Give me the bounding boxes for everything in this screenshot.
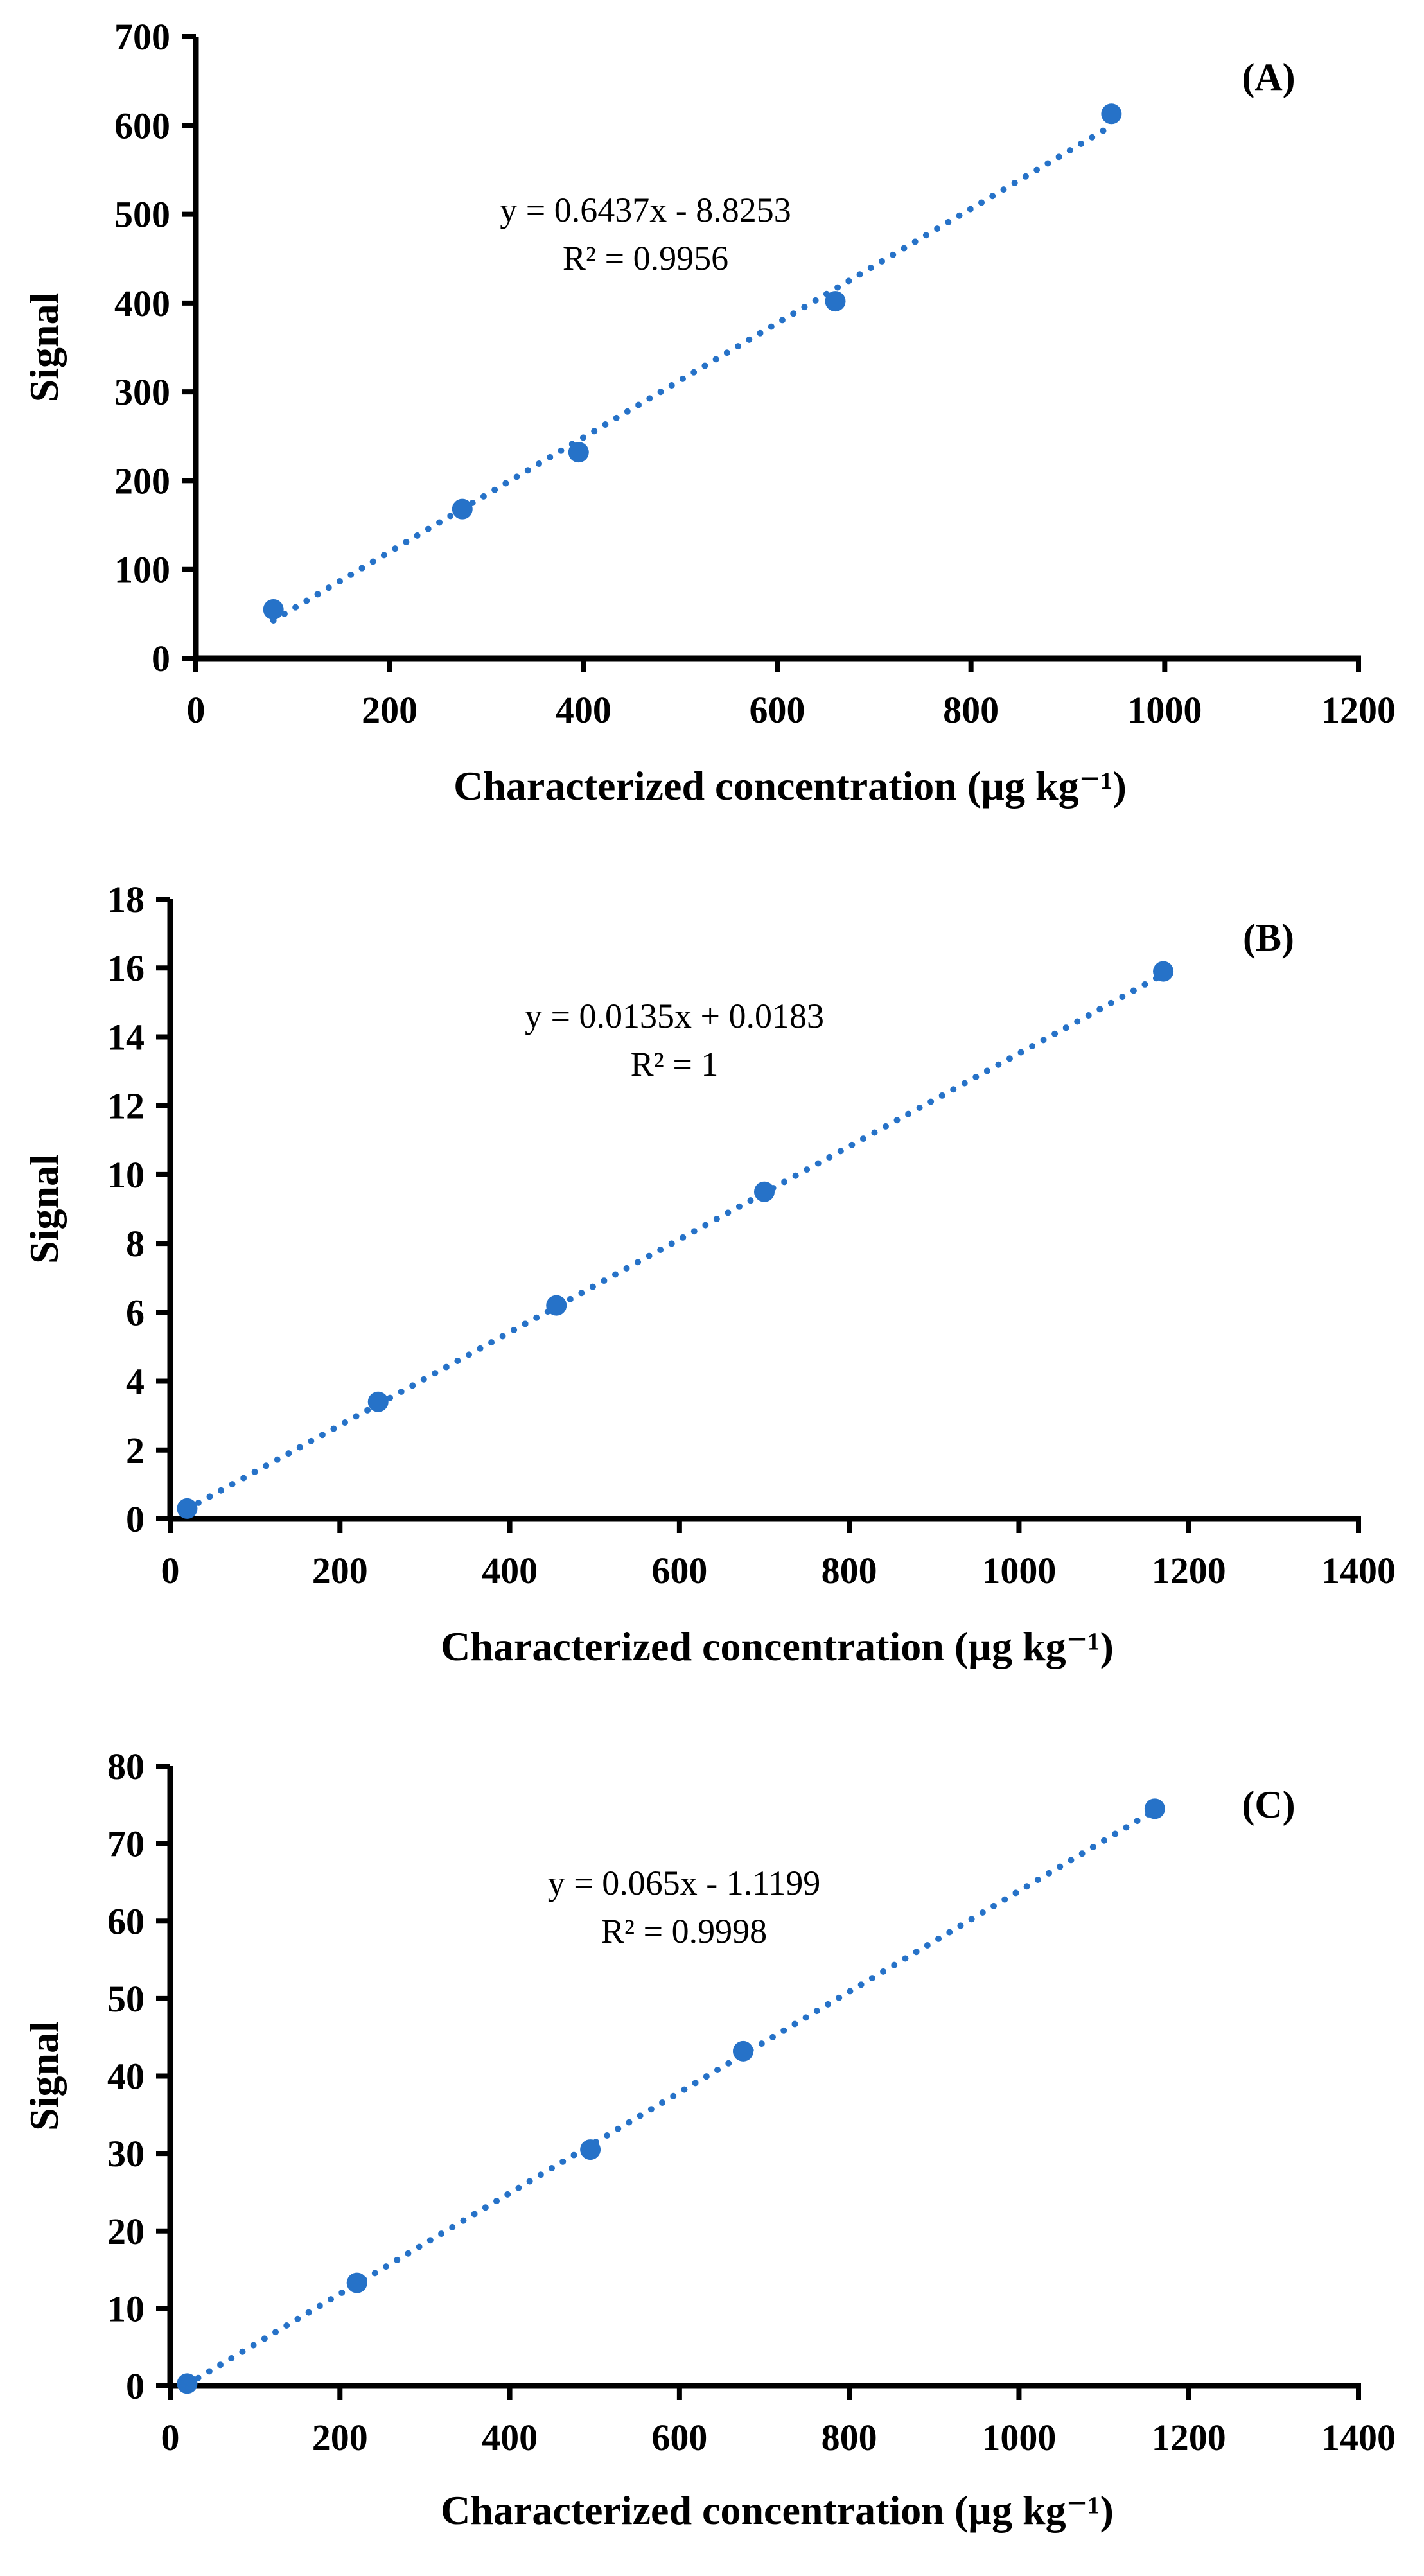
data-point — [754, 1181, 775, 1202]
x-axis-title: Characterized concentration (µg kg⁻¹) — [441, 2487, 1114, 2533]
x-tick-label: 1400 — [1321, 1550, 1396, 1591]
y-tick-label: 200 — [114, 460, 170, 502]
data-point — [263, 599, 284, 620]
y-tick-label: 30 — [107, 2133, 145, 2175]
y-tick-label: 400 — [114, 283, 170, 324]
x-tick-label: 200 — [312, 2417, 368, 2458]
x-tick-label: 800 — [822, 2417, 877, 2458]
trendline-equation: y = 0.065x - 1.1199 — [548, 1864, 820, 1902]
trendline — [184, 971, 1167, 1512]
data-point — [367, 1391, 389, 1412]
y-tick-label: 6 — [126, 1292, 145, 1333]
x-tick-label: 800 — [822, 1550, 877, 1591]
x-tick-label: 0 — [161, 1550, 180, 1591]
x-axis-title: Characterized concentration (µg kg⁻¹) — [453, 763, 1127, 809]
panel-label: (B) — [1243, 916, 1294, 959]
data-point — [546, 1295, 567, 1316]
x-tick-label: 600 — [651, 2417, 707, 2458]
trendline-equation: y = 0.0135x + 0.0183 — [525, 997, 824, 1035]
y-tick-label: 500 — [114, 194, 170, 236]
x-tick-label: 1000 — [981, 2417, 1056, 2458]
x-tick-label: 1200 — [1152, 1550, 1226, 1591]
r-squared-label: R² = 1 — [631, 1045, 719, 1083]
y-tick-label: 0 — [126, 1498, 145, 1540]
x-axis-title: Characterized concentration (µg kg⁻¹) — [441, 1624, 1114, 1669]
x-tick-label: 1000 — [1127, 689, 1202, 731]
data-point — [177, 1498, 198, 1519]
data-point — [568, 442, 589, 463]
y-tick-label: 18 — [107, 879, 145, 920]
x-tick-label: 200 — [362, 689, 418, 731]
panel-label: (C) — [1242, 1783, 1295, 1826]
y-tick-label: 4 — [126, 1361, 145, 1403]
y-tick-label: 700 — [114, 16, 170, 58]
x-tick-label: 1200 — [1321, 689, 1396, 731]
trendline — [270, 123, 1115, 624]
data-point — [732, 2040, 753, 2062]
y-tick-label: 50 — [107, 1978, 145, 2020]
y-tick-label: 600 — [114, 105, 170, 146]
r-squared-label: R² = 0.9998 — [601, 1912, 767, 1950]
y-tick-label: 2 — [126, 1430, 145, 1471]
y-axis-title: Signal — [21, 293, 67, 403]
x-tick-label: 0 — [187, 689, 206, 731]
y-tick-label: 16 — [107, 947, 145, 989]
trendline-equation: y = 0.6437x - 8.8253 — [500, 191, 791, 229]
data-point — [177, 2373, 198, 2394]
y-tick-label: 300 — [114, 371, 170, 413]
y-tick-label: 0 — [152, 638, 170, 679]
y-tick-label: 14 — [107, 1016, 145, 1058]
y-tick-label: 12 — [107, 1085, 145, 1127]
x-tick-label: 200 — [312, 1550, 368, 1591]
y-tick-label: 60 — [107, 1900, 145, 1942]
y-tick-label: 8 — [126, 1223, 145, 1265]
data-point — [452, 498, 473, 520]
y-tick-label: 10 — [107, 2288, 145, 2329]
panel-label: (A) — [1242, 56, 1295, 98]
x-tick-label: 1400 — [1321, 2417, 1396, 2458]
data-point — [825, 291, 846, 312]
y-tick-label: 10 — [107, 1154, 145, 1196]
chart-panel-b: 0 2 4 6 8 10 12 14 16 18 0 200 400 600 800 1000 1200 1400… — [21, 879, 1396, 1669]
y-tick-label: 80 — [107, 1746, 145, 1787]
x-tick-label: 600 — [750, 689, 805, 731]
y-axis-title: Signal — [21, 1154, 67, 1264]
x-tick-label: 600 — [651, 1550, 707, 1591]
y-tick-label: 100 — [114, 549, 170, 591]
y-tick-label: 70 — [107, 1823, 145, 1865]
data-point — [346, 2272, 367, 2293]
y-tick-label: 20 — [107, 2211, 145, 2252]
data-point — [580, 2139, 601, 2160]
data-point — [1153, 961, 1174, 982]
x-tick-label: 0 — [161, 2417, 180, 2458]
y-tick-label: 0 — [126, 2365, 145, 2407]
x-tick-label: 800 — [943, 689, 999, 731]
x-tick-label: 1000 — [981, 1550, 1056, 1591]
trendline — [184, 1807, 1158, 2388]
data-point — [1101, 103, 1122, 125]
y-axis-title: Signal — [21, 2021, 67, 2131]
x-tick-label: 1200 — [1152, 2417, 1226, 2458]
data-point — [1144, 1798, 1165, 1819]
x-tick-label: 400 — [556, 689, 611, 731]
x-tick-label: 400 — [482, 2417, 538, 2458]
x-tick-label: 400 — [482, 1550, 538, 1591]
r-squared-label: R² = 0.9956 — [563, 239, 728, 277]
chart-panel-a: 0 100 200 300 400 500 600 700 0 200 400 600 800 1000 1… — [21, 16, 1396, 809]
y-tick-label: 40 — [107, 2056, 145, 2098]
